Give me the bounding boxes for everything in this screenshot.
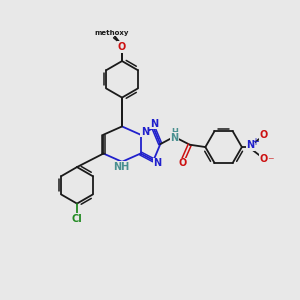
Text: O: O — [118, 42, 126, 52]
Text: N: N — [246, 140, 254, 150]
Text: O: O — [118, 43, 126, 53]
Text: O: O — [259, 130, 268, 140]
Text: O: O — [259, 154, 268, 164]
Text: NH: NH — [113, 162, 130, 172]
Text: N: N — [154, 158, 162, 168]
Text: N: N — [141, 127, 149, 137]
Text: N: N — [170, 133, 178, 142]
Text: +: + — [251, 137, 260, 147]
Text: Cl: Cl — [72, 214, 83, 224]
Text: N: N — [150, 119, 158, 129]
Text: H: H — [171, 128, 178, 137]
Text: methoxy: methoxy — [94, 30, 129, 36]
Text: ⁻: ⁻ — [267, 156, 273, 169]
Text: O: O — [178, 158, 187, 168]
